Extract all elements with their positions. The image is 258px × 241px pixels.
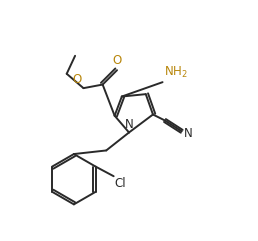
- Text: N: N: [184, 127, 193, 140]
- Text: Cl: Cl: [115, 177, 126, 190]
- Text: NH$_2$: NH$_2$: [164, 65, 188, 80]
- Text: O: O: [112, 54, 122, 67]
- Text: O: O: [72, 73, 82, 86]
- Text: N: N: [125, 118, 133, 131]
